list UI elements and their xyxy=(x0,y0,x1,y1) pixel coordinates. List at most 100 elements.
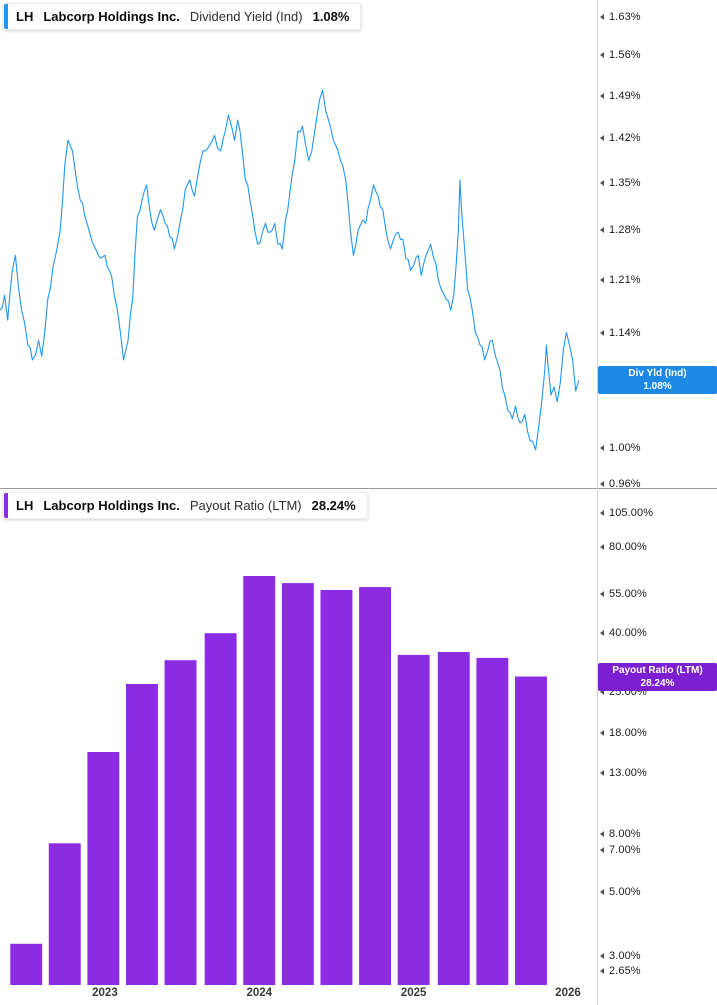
tick-label: 8.00% xyxy=(609,827,641,840)
price-axis-tick: 1.35% xyxy=(597,177,641,189)
price-axis-tick: 105.00% xyxy=(597,507,653,519)
price-axis-tick: 1.00% xyxy=(597,442,641,454)
tick-label: 5.00% xyxy=(609,886,641,899)
price-axis-tick: 1.49% xyxy=(597,90,641,102)
payout-ratio-bar[interactable] xyxy=(437,652,470,985)
tick-label: 1.42% xyxy=(609,132,641,145)
tick-label: 0.96% xyxy=(609,478,641,491)
tick-arrow-icon xyxy=(600,952,604,959)
tick-label: 1.63% xyxy=(609,10,641,23)
price-axis-tick: 1.14% xyxy=(597,327,641,339)
tick-label: 1.21% xyxy=(609,273,641,286)
time-axis[interactable]: 2023 2024 2025 2026 xyxy=(0,985,597,1005)
price-axis-tick: 5.00% xyxy=(597,886,641,898)
price-axis-tick: 1.56% xyxy=(597,49,641,61)
price-axis-tick: 3.00% xyxy=(597,950,641,962)
payout-ratio-chart[interactable] xyxy=(0,488,597,985)
tick-label: 40.00% xyxy=(609,627,647,640)
series-color-stripe xyxy=(4,4,8,29)
tick-label: 3.00% xyxy=(609,949,641,962)
tick-arrow-icon xyxy=(600,276,604,283)
tick-label: 1.49% xyxy=(609,89,641,102)
tick-arrow-icon xyxy=(600,329,604,336)
legend-metric: Payout Ratio (LTM) xyxy=(189,498,302,513)
payout-ratio-bar[interactable] xyxy=(126,684,158,985)
price-axis-tick: 40.00% xyxy=(597,627,647,639)
price-axis-tick: 1.21% xyxy=(597,274,641,286)
tick-label: 13.00% xyxy=(609,767,647,780)
tick-arrow-icon xyxy=(600,830,604,837)
payout-ratio-bar[interactable] xyxy=(397,654,430,985)
dividend-yield-legend[interactable]: LH Labcorp Holdings Inc. Dividend Yield … xyxy=(3,3,362,30)
payout-ratio-bar[interactable] xyxy=(204,633,237,985)
tick-arrow-icon xyxy=(600,445,604,452)
legend-company: Labcorp Holdings Inc. xyxy=(43,498,180,513)
price-axis-tick: 80.00% xyxy=(597,541,647,553)
tick-arrow-icon xyxy=(600,481,604,488)
tick-arrow-icon xyxy=(600,92,604,99)
tick-arrow-icon xyxy=(600,847,604,854)
time-axis-label: 2024 xyxy=(246,987,273,999)
price-axis-tick: 2.65% xyxy=(597,965,641,977)
price-axis-tick: 8.00% xyxy=(597,828,641,840)
tick-label: 1.00% xyxy=(609,442,641,455)
payout-ratio-bar[interactable] xyxy=(515,676,547,986)
dividend-yield-axis-badge: Div Yld (Ind) 1.08% xyxy=(598,366,717,395)
axis-badge-title: Payout Ratio (LTM) xyxy=(612,664,703,676)
legend-value: 1.08% xyxy=(312,9,350,24)
payout-ratio-bar[interactable] xyxy=(243,576,276,985)
tick-arrow-icon xyxy=(600,729,604,736)
legend-metric: Dividend Yield (Ind) xyxy=(189,9,303,24)
price-axis-tick: 55.00% xyxy=(597,588,647,600)
tick-label: 105.00% xyxy=(609,507,654,520)
tick-arrow-icon xyxy=(600,510,604,517)
tick-arrow-icon xyxy=(600,52,604,59)
tick-label: 1.35% xyxy=(609,177,641,190)
legend-company: Labcorp Holdings Inc. xyxy=(43,9,180,24)
tick-label: 2.65% xyxy=(609,965,641,978)
tick-arrow-icon xyxy=(600,968,604,975)
price-axis-tick: 13.00% xyxy=(597,767,647,779)
payout-ratio-bar[interactable] xyxy=(10,943,43,985)
tick-arrow-icon xyxy=(600,688,604,695)
panel-divider xyxy=(0,488,717,489)
tick-label: 18.00% xyxy=(609,726,647,739)
price-axis-tick: 1.28% xyxy=(597,224,641,236)
tick-arrow-icon xyxy=(600,889,604,896)
tick-label: 1.28% xyxy=(609,224,641,237)
tick-label: 55.00% xyxy=(609,587,647,600)
legend-ticker: LH xyxy=(16,498,34,513)
price-axis-tick: 0.96% xyxy=(597,478,641,490)
legend-ticker: LH xyxy=(16,9,34,24)
tick-arrow-icon xyxy=(600,135,604,142)
payout-ratio-bar[interactable] xyxy=(48,843,81,985)
price-axis[interactable]: 1.63% 1.56% 1.49% 1.42% 1.35% 1.28% 1.21% 1.14%… xyxy=(597,0,717,1005)
axis-badge-value: 1.08% xyxy=(643,381,672,393)
axis-badge-title: Div Yld (Ind) xyxy=(628,368,687,380)
tick-arrow-icon xyxy=(600,13,604,20)
tick-label: 1.56% xyxy=(609,49,641,62)
payout-ratio-bar[interactable] xyxy=(476,657,509,985)
tick-arrow-icon xyxy=(600,630,604,637)
payout-ratio-bar[interactable] xyxy=(320,590,353,985)
payout-ratio-axis-badge: Payout Ratio (LTM) 28.24% xyxy=(598,662,717,691)
payout-ratio-bar[interactable] xyxy=(87,752,120,985)
payout-ratio-legend[interactable]: LH Labcorp Holdings Inc. Payout Ratio (L… xyxy=(3,492,368,519)
time-axis-label: 2023 xyxy=(92,987,118,999)
price-axis-tick: 1.42% xyxy=(597,132,641,144)
tick-label: 80.00% xyxy=(609,540,647,553)
axis-badge-value: 28.24% xyxy=(640,677,675,689)
payout-ratio-bar[interactable] xyxy=(359,587,391,985)
payout-ratio-bar[interactable] xyxy=(281,583,314,985)
dividend-yield-chart[interactable] xyxy=(0,0,597,488)
price-axis-tick: 1.63% xyxy=(597,11,641,23)
legend-value: 28.24% xyxy=(311,498,356,513)
time-axis-label: 2025 xyxy=(400,987,427,999)
tick-arrow-icon xyxy=(600,543,604,550)
tick-label: 7.00% xyxy=(609,844,641,857)
payout-ratio-bar[interactable] xyxy=(164,660,197,985)
tick-arrow-icon xyxy=(600,590,604,597)
tick-arrow-icon xyxy=(600,180,604,187)
tick-arrow-icon xyxy=(600,770,604,777)
